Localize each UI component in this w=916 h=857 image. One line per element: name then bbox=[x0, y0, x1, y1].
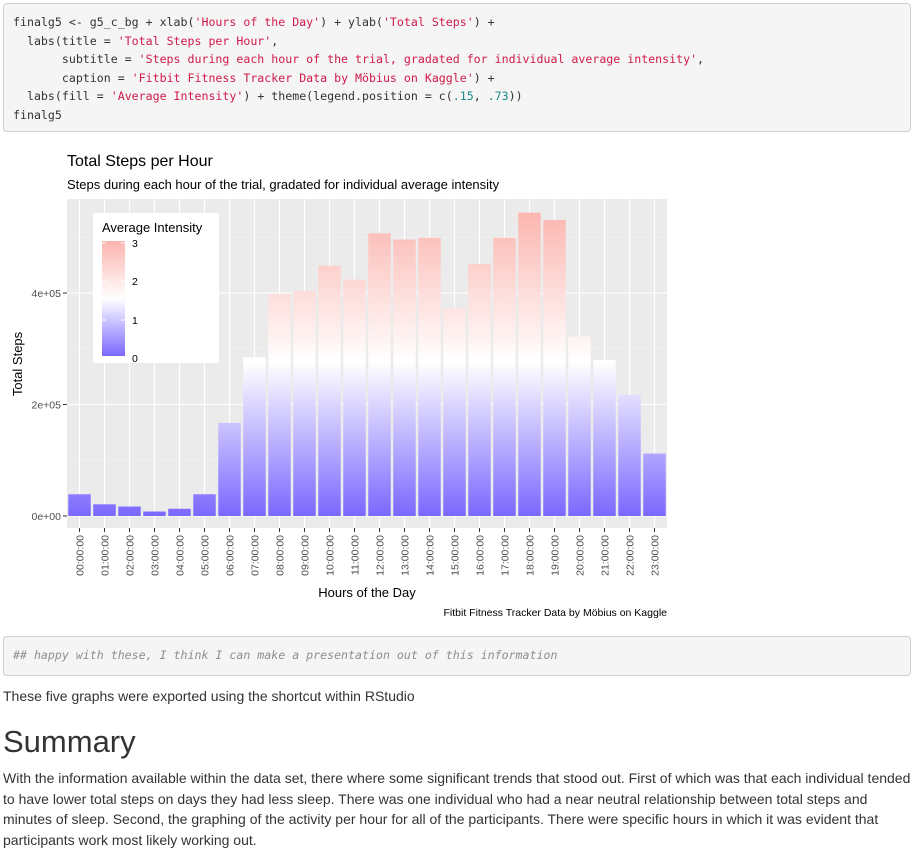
bar-02:00:00 bbox=[118, 506, 141, 516]
bar-01:00:00 bbox=[93, 504, 116, 516]
legend-colorbar bbox=[102, 241, 125, 356]
chart-caption: Fitbit Fitness Tracker Data by Möbius on… bbox=[443, 607, 667, 619]
bar-17:00:00 bbox=[493, 237, 516, 516]
legend-label: 2 bbox=[132, 276, 138, 288]
bar-23:00:00 bbox=[643, 453, 666, 516]
legend-title: Average Intensity bbox=[102, 220, 203, 235]
bar-12:00:00 bbox=[368, 233, 391, 516]
bar-06:00:00 bbox=[218, 422, 241, 516]
x-tick-label: 22:00:00 bbox=[625, 535, 637, 576]
bar-09:00:00 bbox=[293, 291, 316, 516]
steps-per-hour-chart: Total Steps per Hour Steps during each h… bbox=[10, 153, 667, 619]
bar-00:00:00 bbox=[68, 494, 91, 516]
bar-15:00:00 bbox=[443, 308, 466, 516]
y-axis-label: Total Steps bbox=[10, 331, 25, 396]
x-tick-label: 03:00:00 bbox=[150, 535, 162, 576]
bar-05:00:00 bbox=[193, 494, 216, 516]
x-tick-label: 01:00:00 bbox=[100, 535, 112, 576]
bar-11:00:00 bbox=[343, 279, 366, 516]
x-tick-label: 07:00:00 bbox=[250, 535, 262, 576]
x-tick-label: 20:00:00 bbox=[575, 535, 587, 576]
bar-13:00:00 bbox=[393, 239, 416, 516]
x-tick-label: 06:00:00 bbox=[225, 535, 237, 576]
summary-paragraph: With the information available within th… bbox=[3, 770, 911, 848]
x-tick-label: 16:00:00 bbox=[475, 535, 487, 576]
y-axis-ticks: 0e+00 2e+05 4e+05 bbox=[32, 288, 67, 523]
y-tick-label: 4e+05 bbox=[32, 288, 62, 300]
x-tick-label: 11:00:00 bbox=[350, 535, 362, 575]
bar-19:00:00 bbox=[543, 219, 566, 516]
bar-14:00:00 bbox=[418, 237, 441, 516]
x-tick-label: 12:00:00 bbox=[375, 535, 387, 576]
chart-title: Total Steps per Hour bbox=[67, 153, 214, 170]
y-tick-label: 0e+00 bbox=[32, 511, 62, 523]
x-axis-label: Hours of the Day bbox=[318, 585, 416, 600]
x-tick-label: 00:00:00 bbox=[75, 535, 87, 576]
bar-07:00:00 bbox=[243, 357, 266, 516]
bar-20:00:00 bbox=[568, 336, 591, 516]
x-tick-label: 15:00:00 bbox=[450, 535, 462, 576]
code-block: finalg5 <- g5_c_bg + xlab('Hours of the … bbox=[3, 3, 911, 132]
exported-note: These five graphs were exported using th… bbox=[3, 688, 415, 704]
bar-10:00:00 bbox=[318, 265, 341, 516]
x-tick-label: 09:00:00 bbox=[300, 535, 312, 576]
x-tick-label: 02:00:00 bbox=[125, 535, 137, 576]
legend-label: 1 bbox=[132, 315, 138, 327]
x-tick-label: 18:00:00 bbox=[525, 535, 537, 576]
bar-03:00:00 bbox=[143, 511, 166, 516]
x-tick-label: 04:00:00 bbox=[175, 535, 187, 576]
bars bbox=[68, 212, 666, 516]
x-tick-label: 10:00:00 bbox=[325, 535, 337, 576]
chart-subtitle: Steps during each hour of the trial, gra… bbox=[67, 177, 500, 192]
x-tick-label: 17:00:00 bbox=[500, 535, 512, 576]
x-tick-label: 23:00:00 bbox=[650, 535, 662, 576]
bar-18:00:00 bbox=[518, 212, 541, 516]
legend: Average Intensity 3 2 1 0 bbox=[93, 213, 219, 365]
summary-heading: Summary bbox=[3, 724, 136, 759]
x-tick-label: 05:00:00 bbox=[200, 535, 212, 576]
x-tick-label: 14:00:00 bbox=[425, 535, 437, 576]
x-axis-ticks: 00:00:00 01:00:00 02:00:00 03:00:00 04:00:00… bbox=[75, 528, 662, 576]
bar-04:00:00 bbox=[168, 508, 191, 516]
y-tick-label: 2e+05 bbox=[32, 400, 62, 412]
bar-22:00:00 bbox=[618, 395, 641, 516]
x-tick-label: 19:00:00 bbox=[550, 535, 562, 576]
x-tick-label: 21:00:00 bbox=[600, 535, 612, 576]
legend-label: 0 bbox=[132, 353, 138, 365]
legend-label: 3 bbox=[132, 238, 138, 250]
bar-16:00:00 bbox=[468, 264, 491, 516]
x-tick-label: 13:00:00 bbox=[400, 535, 412, 576]
bar-21:00:00 bbox=[593, 359, 616, 516]
bar-08:00:00 bbox=[268, 294, 291, 516]
x-tick-label: 08:00:00 bbox=[275, 535, 287, 576]
comment-code-block: ## happy with these, I think I can make … bbox=[3, 636, 911, 676]
